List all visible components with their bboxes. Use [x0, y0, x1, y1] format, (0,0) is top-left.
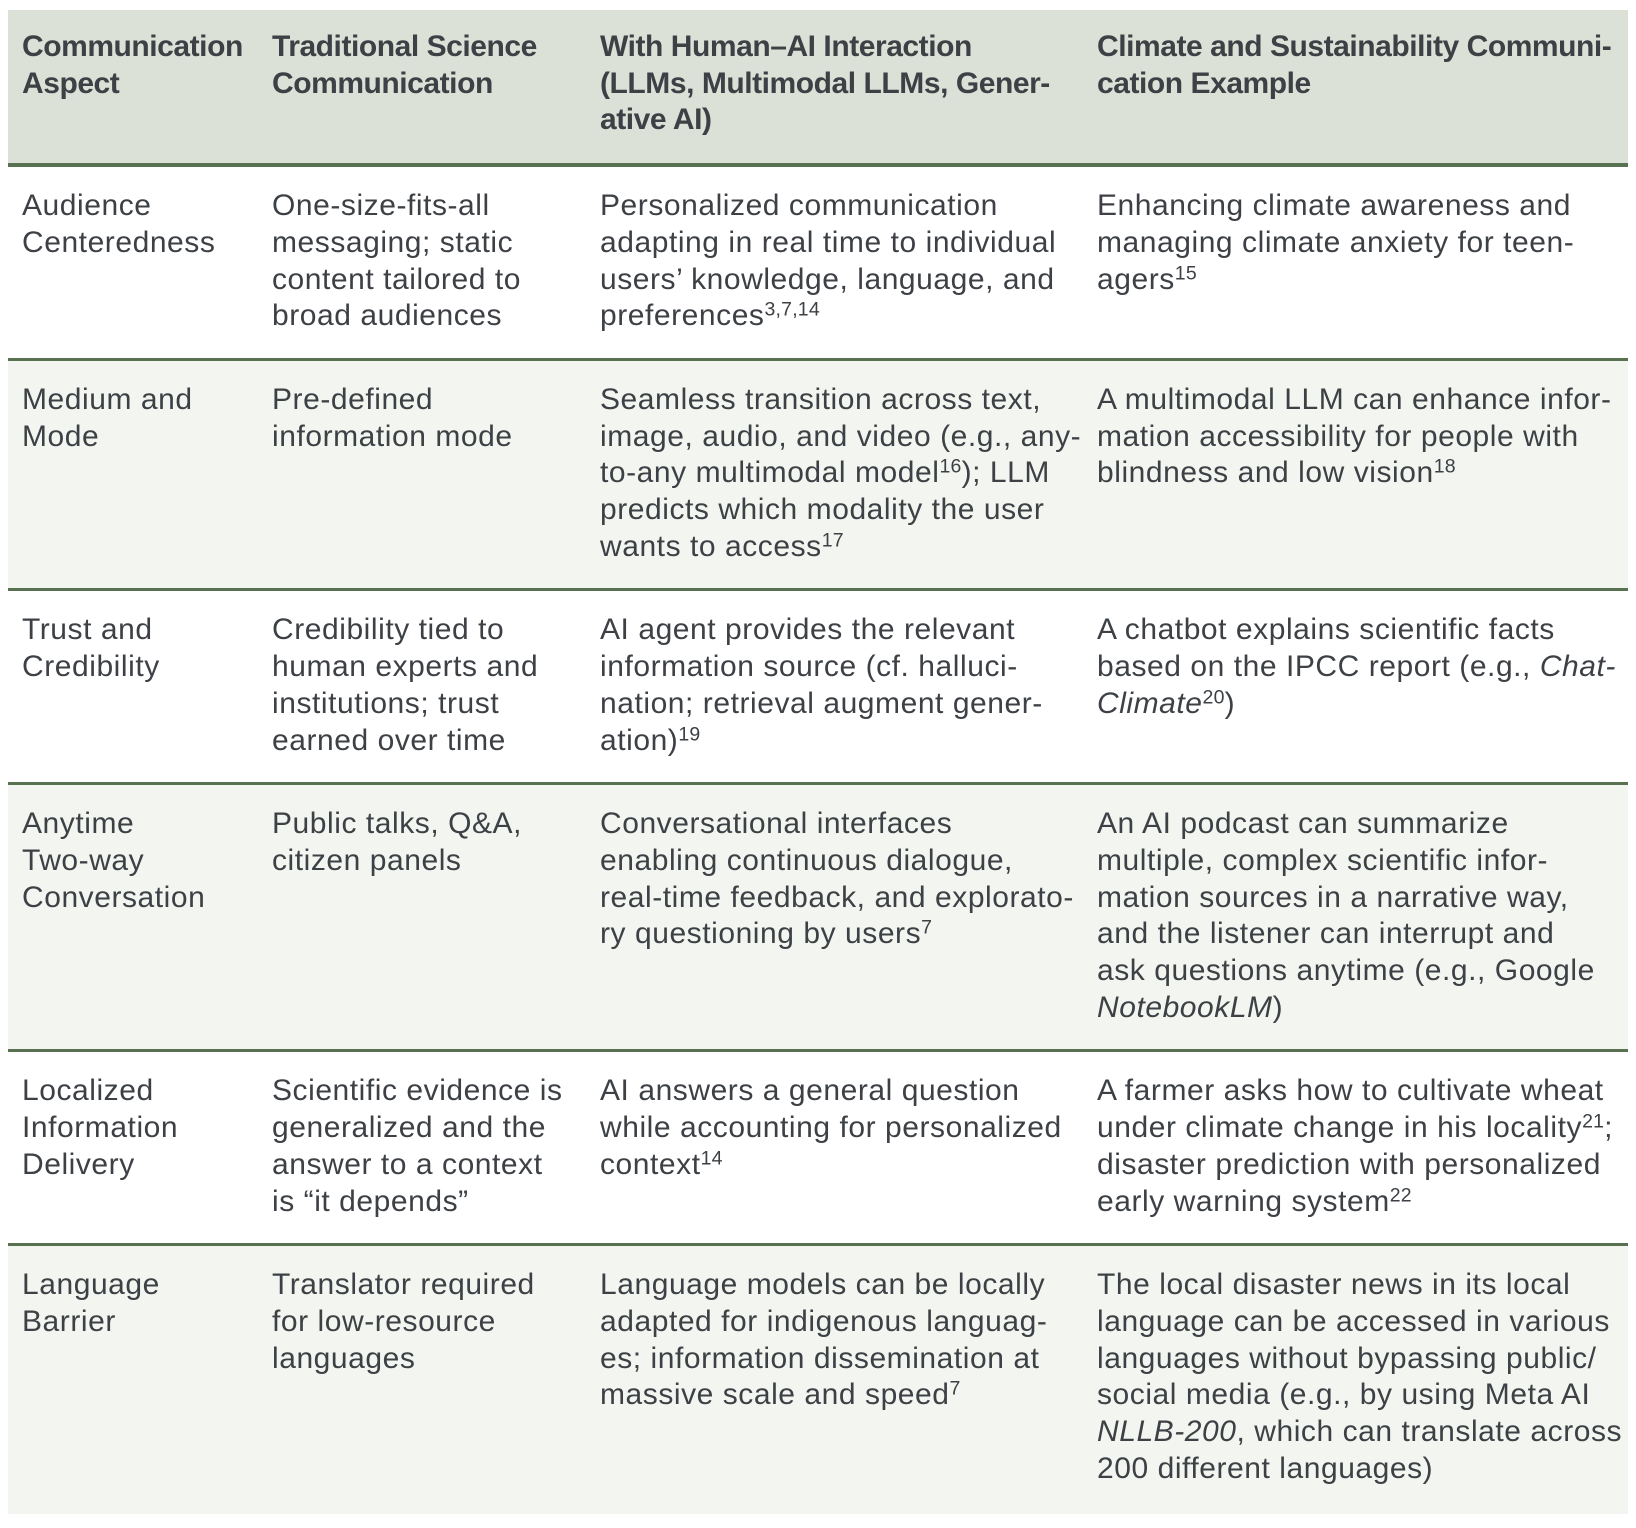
text-segment: Credibility tied to human experts and in… [272, 613, 539, 757]
table-row: Language Barrier Translator required for … [8, 1243, 1628, 1514]
italic-text: NLLB-200 [1097, 1415, 1237, 1449]
text-segment: Traditional Science Communication [272, 30, 537, 100]
italic-text: Chat- Climate [1097, 650, 1616, 720]
cell-example: An AI podcast can summarize multiple, co… [1083, 785, 1628, 1049]
text-segment: Trust and Credibility [22, 613, 160, 684]
column-header-3: With Human–AI Interaction (LLMs, Multimo… [586, 10, 1083, 163]
table-row: Anytime Two-way Conversation Public talks… [8, 782, 1628, 1050]
text-segment: With Human–AI Interaction (LLMs, Multimo… [600, 30, 1050, 137]
text-segment: Anytime Two-way Conversation [22, 807, 206, 914]
comparison-table: Communication Aspect Traditional Science … [8, 10, 1628, 1514]
text-segment: Communication Aspect [22, 30, 243, 100]
text-segment: AI answers a general question while acco… [600, 1074, 1062, 1181]
citation-superscript: 7 [949, 1377, 961, 1400]
cell-example: The local disaster news in its local lan… [1083, 1246, 1628, 1513]
citation-superscript: 19 [678, 723, 701, 746]
cell-with-ai: Conversational interfaces enabling conti… [586, 785, 1083, 1049]
cell-traditional: Pre-defined information mode [258, 361, 586, 589]
text-segment: The local disaster news in its local lan… [1097, 1268, 1610, 1412]
table-body: Audience Centeredness One-size-fits-all m… [8, 167, 1628, 1514]
column-header-1: Communication Aspect [8, 10, 258, 163]
text-segment: , which can translate across 200 differe… [1097, 1415, 1623, 1485]
cell-aspect: Trust and Credibility [8, 591, 258, 782]
cell-traditional: One-size-fits-all messaging; static cont… [258, 167, 586, 358]
citation-superscript: 7 [921, 916, 933, 939]
text-segment: ; disaster prediction with personalized … [1097, 1111, 1614, 1218]
cell-aspect: Anytime Two-way Conversation [8, 785, 258, 1049]
text-segment: Conversational interfaces enabling conti… [600, 807, 1074, 951]
cell-example: A farmer asks how to cultivate wheat und… [1083, 1052, 1628, 1243]
table-row: Audience Centeredness One-size-fits-all m… [8, 167, 1628, 358]
text-segment: Audience Centeredness [22, 189, 216, 259]
citation-superscript: 14 [700, 1147, 723, 1170]
citation-superscript: 16 [939, 455, 962, 478]
table-header-row: Communication Aspect Traditional Science … [8, 10, 1628, 168]
table-row: Localized Information Delivery Scientific… [8, 1049, 1628, 1244]
citation-superscript: 18 [1433, 455, 1456, 478]
cell-aspect: Localized Information Delivery [8, 1052, 258, 1243]
text-segment: Scientific evidence is generalized and t… [272, 1074, 563, 1218]
cell-traditional: Scientific evidence is generalized and t… [258, 1052, 586, 1243]
citation-superscript: 21 [1582, 1110, 1605, 1133]
text-segment: AI agent provides the relevant informati… [600, 613, 1043, 757]
cell-traditional: Credibility tied to human experts and in… [258, 591, 586, 782]
cell-aspect: Medium and Mode [8, 361, 258, 589]
text-segment: Seamless transition across text, image, … [600, 382, 1082, 490]
cell-example: A chatbot explains scientific facts base… [1083, 591, 1628, 782]
citation-superscript: 17 [821, 529, 844, 552]
cell-with-ai: AI answers a general question while acco… [586, 1052, 1083, 1243]
table-row: Trust and Credibility Credibility tied to… [8, 588, 1628, 783]
text-segment: One-size-fits-all messaging; static cont… [272, 189, 521, 333]
text-segment: Pre-defined information mode [272, 382, 513, 453]
text-segment: ); LLM predicts which modality the user … [600, 456, 1050, 563]
citation-superscript: 15 [1174, 262, 1197, 285]
text-segment: Enhancing climate awareness and managing… [1097, 189, 1575, 296]
cell-with-ai: Language models can be locally adapted f… [586, 1246, 1083, 1513]
cell-aspect: Audience Centeredness [8, 167, 258, 358]
text-segment: Medium and Mode [22, 382, 193, 453]
column-header-2: Traditional Science Communication [258, 10, 586, 163]
text-segment: ) [1272, 990, 1284, 1024]
citation-superscript: 22 [1389, 1184, 1412, 1207]
column-header-4: Climate and Sustainability Communi- cati… [1083, 10, 1628, 163]
text-segment: Translator required for low-resource lan… [272, 1268, 535, 1375]
cell-with-ai: Seamless transition across text, image, … [586, 361, 1083, 589]
cell-traditional: Public talks, Q&A, citizen panels [258, 785, 586, 1049]
text-segment: Language Barrier [22, 1268, 160, 1338]
text-segment: Personalized communication adapting in r… [600, 189, 1057, 333]
text-segment: ) [1224, 686, 1236, 720]
text-segment: A farmer asks how to cultivate wheat und… [1097, 1074, 1604, 1145]
italic-text: NotebookLM [1097, 990, 1273, 1024]
text-segment: Language models can be locally adapted f… [600, 1268, 1048, 1412]
text-segment: A multimodal LLM can enhance infor- mati… [1097, 382, 1612, 490]
cell-with-ai: Personalized communication adapting in r… [586, 167, 1083, 358]
citation-superscript: 20 [1202, 686, 1225, 709]
text-segment: Climate and Sustainability Communi- cati… [1097, 30, 1612, 100]
table-row: Medium and Mode Pre-defined information m… [8, 357, 1628, 589]
text-segment: Localized Information Delivery [22, 1074, 179, 1181]
cell-with-ai: AI agent provides the relevant informati… [586, 591, 1083, 782]
text-segment: An AI podcast can summarize multiple, co… [1097, 807, 1595, 988]
text-segment: Public talks, Q&A, citizen panels [272, 807, 522, 877]
cell-aspect: Language Barrier [8, 1246, 258, 1513]
cell-example: Enhancing climate awareness and managing… [1083, 167, 1628, 358]
citation-superscript: 3,7,14 [764, 298, 820, 321]
cell-example: A multimodal LLM can enhance infor- mati… [1083, 361, 1628, 589]
text-segment: A chatbot explains scientific facts base… [1097, 613, 1555, 684]
cell-traditional: Translator required for low-resource lan… [258, 1246, 586, 1513]
